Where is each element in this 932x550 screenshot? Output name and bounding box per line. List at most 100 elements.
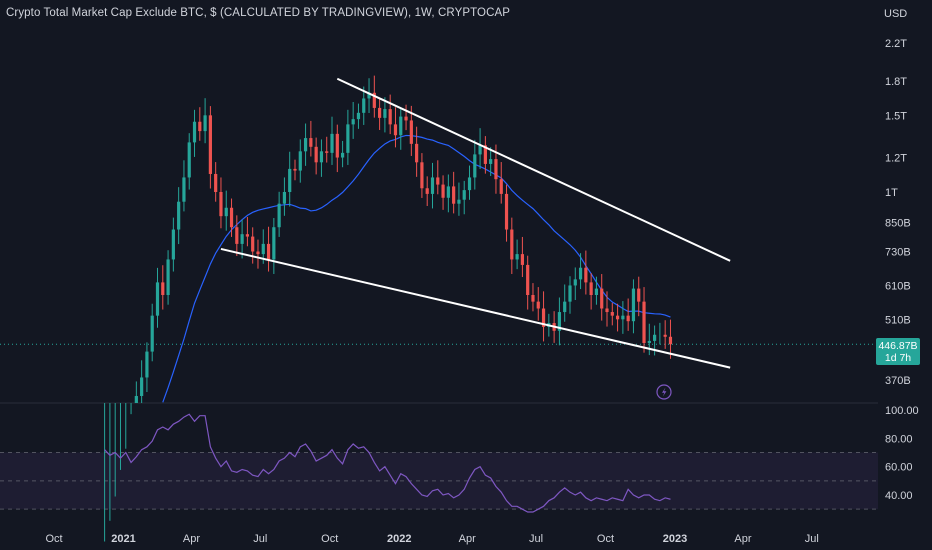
candle bbox=[277, 191, 281, 237]
candle bbox=[605, 291, 609, 327]
candle bbox=[325, 136, 329, 163]
candle bbox=[251, 227, 255, 264]
candle bbox=[452, 171, 456, 214]
rsi-axis-tick: 40.00 bbox=[885, 490, 913, 502]
lightning-icon[interactable] bbox=[656, 384, 672, 400]
candle bbox=[663, 320, 667, 349]
candle bbox=[563, 284, 567, 322]
candle bbox=[647, 323, 651, 356]
candle bbox=[219, 177, 223, 229]
candle bbox=[161, 265, 165, 310]
candle bbox=[208, 106, 212, 189]
time-axis-tick: 2023 bbox=[663, 533, 687, 545]
rsi-axis-tick: 100.00 bbox=[885, 405, 919, 417]
candle bbox=[541, 291, 546, 342]
rsi-line bbox=[104, 413, 671, 513]
candle bbox=[594, 276, 599, 305]
candle bbox=[478, 128, 482, 169]
candle bbox=[420, 153, 424, 198]
candle bbox=[229, 198, 234, 237]
candle bbox=[182, 160, 186, 212]
candle bbox=[187, 133, 191, 190]
price-axis-tick: 850B bbox=[885, 218, 911, 230]
price-axis-tick: 1T bbox=[885, 187, 898, 199]
trendline-lower[interactable] bbox=[220, 247, 731, 369]
candle bbox=[282, 177, 287, 216]
time-axis-tick: Apr bbox=[459, 533, 476, 545]
candle bbox=[203, 98, 207, 144]
time-axis-tick: Jul bbox=[253, 533, 267, 545]
candle bbox=[573, 267, 577, 301]
candle bbox=[520, 236, 524, 278]
candle bbox=[198, 107, 202, 141]
candle bbox=[319, 139, 324, 177]
candle bbox=[436, 160, 440, 195]
candle bbox=[425, 176, 429, 207]
price-axis-tick: 1.5T bbox=[885, 110, 907, 122]
candle bbox=[140, 360, 144, 403]
candle bbox=[378, 98, 382, 130]
price-axis-tick: 1.8T bbox=[885, 76, 907, 88]
candle bbox=[631, 279, 636, 334]
trendline-upper[interactable] bbox=[336, 77, 731, 262]
candle bbox=[642, 287, 646, 353]
candle bbox=[272, 218, 276, 274]
candle bbox=[309, 120, 313, 157]
candle bbox=[335, 124, 339, 173]
candle bbox=[134, 381, 138, 403]
candle bbox=[340, 140, 345, 168]
chart-title: Crypto Total Market Cap Exclude BTC, $ (… bbox=[6, 7, 511, 19]
rsi-axis-tick: 60.00 bbox=[885, 462, 913, 474]
candle bbox=[578, 253, 583, 290]
candle bbox=[489, 147, 493, 177]
candle bbox=[600, 274, 604, 321]
candle bbox=[150, 303, 154, 362]
time-axis-tick: 2021 bbox=[111, 533, 135, 545]
candle bbox=[145, 342, 149, 392]
candle bbox=[441, 175, 445, 210]
candle bbox=[399, 107, 403, 150]
price-axis-tick: 510B bbox=[885, 314, 911, 326]
candle bbox=[610, 302, 614, 326]
candle bbox=[166, 250, 170, 305]
price-axis-tick: 730B bbox=[885, 247, 911, 259]
candle bbox=[557, 297, 562, 346]
candle bbox=[351, 101, 355, 139]
candle bbox=[446, 174, 450, 213]
time-axis-tick: Jul bbox=[529, 533, 543, 545]
time-axis-tick: Oct bbox=[597, 533, 614, 545]
time-axis-tick: Oct bbox=[321, 533, 338, 545]
candle bbox=[192, 109, 197, 157]
candle bbox=[584, 250, 588, 295]
candle bbox=[362, 86, 366, 125]
candle bbox=[510, 217, 514, 274]
price-badge bbox=[876, 338, 920, 365]
price-axis-tick: 2.2T bbox=[885, 38, 907, 50]
price-badge-countdown: 1d 7h bbox=[885, 352, 911, 364]
time-axis-tick: Apr bbox=[183, 533, 200, 545]
candle bbox=[266, 226, 271, 272]
candle bbox=[462, 180, 466, 215]
candle bbox=[245, 217, 250, 247]
candle bbox=[637, 276, 641, 317]
currency-label: USD bbox=[884, 8, 908, 20]
candle bbox=[626, 298, 630, 331]
candle bbox=[171, 217, 175, 272]
price-badge-value: 446.87B bbox=[878, 340, 917, 352]
candle bbox=[531, 283, 535, 312]
price-axis-tick: 1.2T bbox=[885, 153, 907, 165]
candle bbox=[298, 139, 302, 183]
price-axis-tick: 610B bbox=[885, 280, 911, 292]
candle bbox=[388, 94, 392, 135]
candle bbox=[288, 151, 292, 207]
candle bbox=[467, 165, 472, 200]
candle bbox=[235, 215, 239, 256]
candle bbox=[615, 303, 620, 332]
candle bbox=[504, 184, 509, 242]
candle bbox=[409, 105, 413, 156]
candle bbox=[330, 116, 334, 165]
candle bbox=[526, 255, 530, 310]
candle bbox=[515, 239, 519, 270]
candle bbox=[457, 182, 461, 216]
